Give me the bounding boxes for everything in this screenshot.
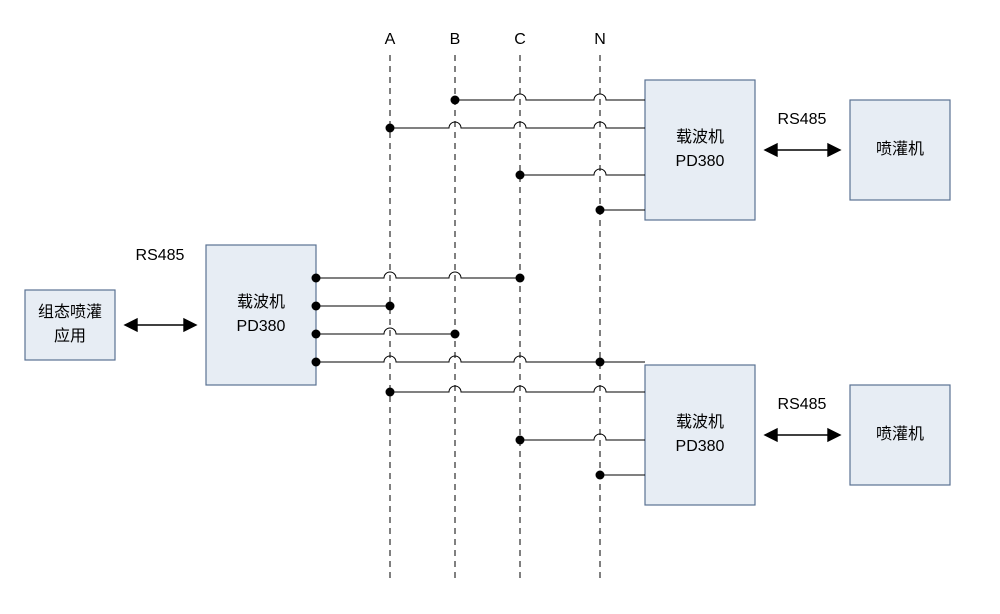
svg-text:PD380: PD380 <box>237 318 286 335</box>
node <box>312 302 321 311</box>
double-arrow <box>765 144 840 156</box>
wire <box>316 328 455 334</box>
wire <box>316 356 600 362</box>
bus-label-C: C <box>514 31 526 48</box>
box-spr_t: 喷灌机 <box>850 100 950 200</box>
box-app: 组态喷灌应用 <box>25 290 115 360</box>
node <box>312 274 321 283</box>
node <box>386 388 395 397</box>
wire <box>316 272 520 278</box>
svg-text:喷灌机: 喷灌机 <box>876 425 924 443</box>
node <box>516 436 525 445</box>
svg-text:组态喷灌: 组态喷灌 <box>38 303 102 321</box>
node <box>516 274 525 283</box>
wire <box>390 386 645 392</box>
wire <box>520 434 645 440</box>
box-spr_b: 喷灌机 <box>850 385 950 485</box>
wire <box>520 169 645 175</box>
node <box>516 171 525 180</box>
double-arrow <box>765 429 840 441</box>
node <box>312 358 321 367</box>
rs485-label: RS485 <box>778 111 827 128</box>
svg-text:载波机: 载波机 <box>676 413 724 431</box>
rs485-label: RS485 <box>778 396 827 413</box>
wire <box>455 94 645 100</box>
rs485-label: RS485 <box>136 247 185 264</box>
box-plc_b: 载波机 PD380 <box>645 365 755 505</box>
node <box>451 96 460 105</box>
node <box>596 206 605 215</box>
double-arrow <box>125 319 196 331</box>
svg-text:PD380: PD380 <box>676 153 725 170</box>
bus-label-B: B <box>450 31 461 48</box>
node <box>386 124 395 133</box>
node <box>312 330 321 339</box>
svg-text:PD380: PD380 <box>676 438 725 455</box>
node <box>386 302 395 311</box>
box-plc_c: 载波机 PD380 <box>206 245 316 385</box>
node <box>596 471 605 480</box>
bus-label-N: N <box>594 31 606 48</box>
bus-label-A: A <box>385 31 396 48</box>
svg-text:载波机: 载波机 <box>676 128 724 146</box>
svg-text:载波机: 载波机 <box>237 293 285 311</box>
svg-text:应用: 应用 <box>54 326 86 345</box>
node <box>451 330 460 339</box>
wire <box>390 122 645 128</box>
box-plc_t: 载波机 PD380 <box>645 80 755 220</box>
svg-text:喷灌机: 喷灌机 <box>876 140 924 158</box>
